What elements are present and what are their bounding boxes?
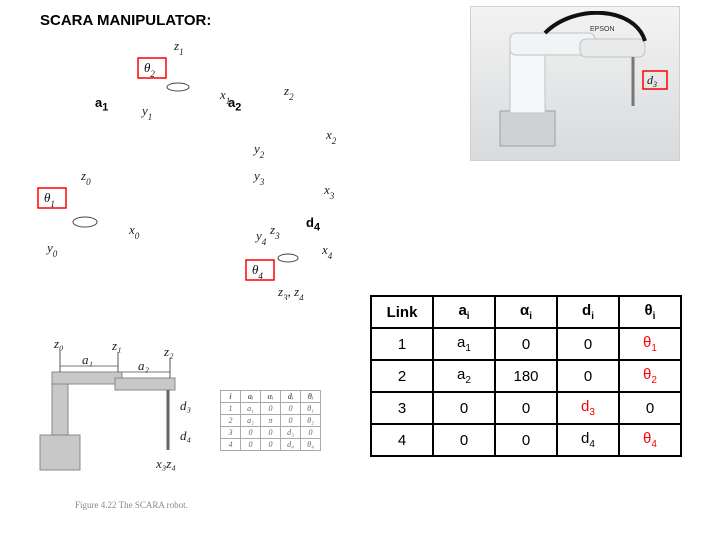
svg-text:z0: z0 <box>80 168 91 187</box>
frames-svg: z0 x0 y0 θ1 z1 x1 y1 θ2 <box>30 40 430 300</box>
small-dh-table: i aᵢ αᵢ dᵢ θᵢ 1 a₁ 0 0 θ₁ 2 a₂ π 0 θ₂ 3 … <box>220 390 321 451</box>
svg-text:EPSON: EPSON <box>590 26 615 33</box>
svg-text:x4: x4 <box>321 242 333 261</box>
table-row: 4 0 0 d4 θ4 <box>371 424 681 456</box>
svg-text:y3: y3 <box>252 168 265 187</box>
svg-text:θ4: θ4 <box>252 262 263 281</box>
dh-header-row: Link ai αi di θi <box>371 296 681 328</box>
robot-photo: EPSON d3 <box>470 6 680 161</box>
col-theta: θi <box>619 296 681 328</box>
page-title: SCARA MANIPULATOR: <box>40 12 211 29</box>
svg-text:d3: d3 <box>647 73 657 89</box>
kinematic-diagram: z0 x0 y0 θ1 z1 x1 y1 θ2 <box>30 40 430 300</box>
svg-text:z₁: z₁ <box>111 340 122 353</box>
svg-text:a₁: a₁ <box>82 352 93 367</box>
table-row: 1 a1 0 0 θ1 <box>371 328 681 360</box>
label-a1: a1 <box>95 95 108 114</box>
svg-text:z1: z1 <box>173 40 184 57</box>
label-a2: a2 <box>228 95 241 114</box>
col-link: Link <box>371 296 433 328</box>
svg-text:x₃z₄: x₃z₄ <box>155 456 176 471</box>
table-row: 2 a2 180 0 θ2 <box>371 360 681 392</box>
svg-text:y1: y1 <box>140 103 152 122</box>
svg-text:z3: z3 <box>269 222 280 241</box>
svg-text:x0: x0 <box>128 222 140 241</box>
svg-text:z₂: z₂ <box>163 344 174 359</box>
svg-text:d₃: d₃ <box>180 398 191 413</box>
svg-text:z₀: z₀ <box>53 340 64 351</box>
scara-robot-icon: EPSON d3 <box>475 11 675 156</box>
col-d: di <box>557 296 619 328</box>
svg-text:y4: y4 <box>254 228 267 247</box>
label-d4: d4 <box>306 215 320 234</box>
figure-caption: Figure 4.22 The SCARA robot. <box>75 500 188 510</box>
svg-text:y0: y0 <box>45 240 58 259</box>
dh-table: Link ai αi di θi 1 a1 0 0 θ1 2 a2 180 0 … <box>370 295 682 457</box>
svg-text:z3, z4: z3, z4 <box>277 284 304 300</box>
svg-text:x2: x2 <box>325 127 337 146</box>
svg-text:z2: z2 <box>283 83 294 102</box>
table-row: 3 0 0 d3 0 <box>371 392 681 424</box>
svg-text:x3: x3 <box>323 182 335 201</box>
svg-text:θ2: θ2 <box>144 60 155 79</box>
svg-text:y2: y2 <box>252 141 265 160</box>
svg-text:θ1: θ1 <box>44 190 55 209</box>
col-a: ai <box>433 296 495 328</box>
svg-text:d₄: d₄ <box>180 428 192 443</box>
svg-text:a₂: a₂ <box>138 358 150 373</box>
col-alpha: αi <box>495 296 557 328</box>
